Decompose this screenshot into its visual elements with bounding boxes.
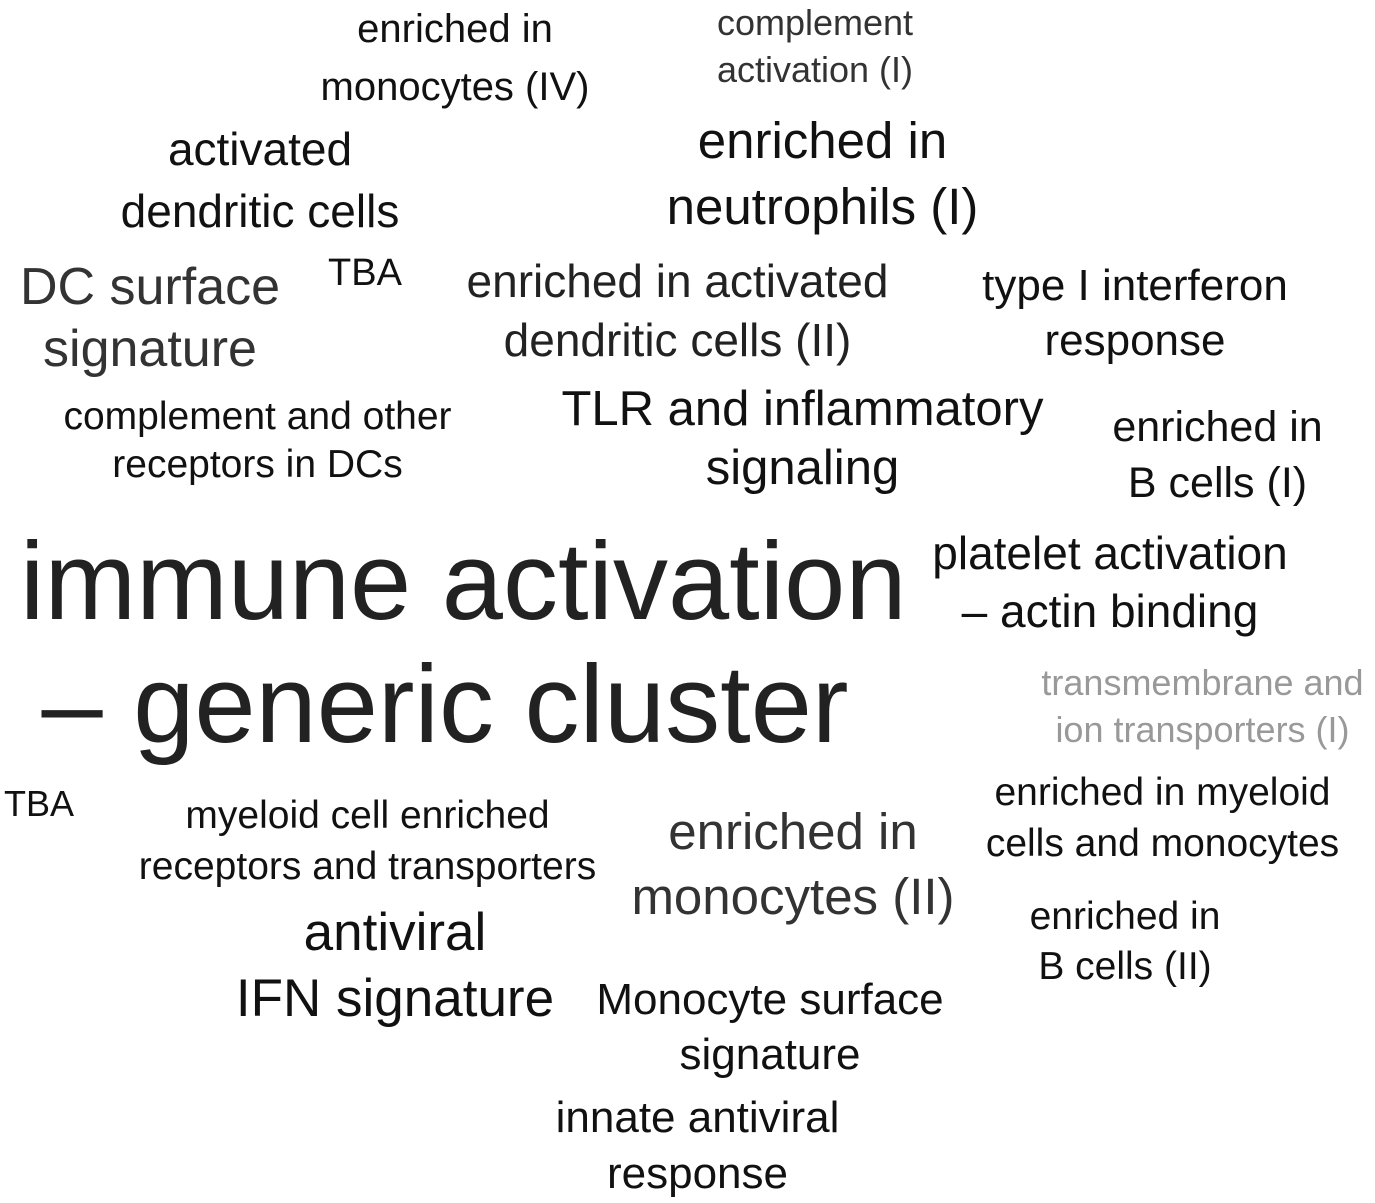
term-myeloid-cell-enriched-receptors-and-transporters: myeloid cell enriched receptors and tran…: [115, 790, 620, 893]
term-line-2: B cells (II): [1038, 944, 1212, 988]
term-line-1: enriched in: [668, 803, 918, 860]
term-complement-and-other-receptors-in-dcs: complement and other receptors in DCs: [45, 393, 470, 488]
term-line-2: monocytes (IV): [320, 65, 590, 109]
term-line-1: DC surface: [19, 258, 281, 316]
term-line-2: receptors in DCs: [112, 442, 403, 486]
term-line-1: TBA: [328, 252, 402, 294]
term-line-2: monocytes (II): [631, 867, 955, 925]
term-line-1: antiviral: [303, 903, 487, 962]
term-tba-top: TBA: [320, 252, 410, 296]
term-line-2: signature: [43, 320, 257, 379]
term-line-1: transmembrane and: [1041, 662, 1364, 703]
term-tlr-and-inflammatory-signaling: TLR and inflammatory signaling: [550, 380, 1055, 498]
term-line-2: receptors and transporters: [138, 845, 597, 889]
term-enriched-in-b-cells-ii: enriched in B cells (II): [1015, 892, 1235, 991]
term-line-1: platelet activation: [932, 527, 1288, 579]
term-line-2: IFN signature: [235, 969, 555, 1029]
term-line-1: immune activation: [20, 520, 907, 643]
term-enriched-in-myeloid-cells-and-monocytes: enriched in myeloid cells and monocytes: [965, 768, 1360, 869]
term-enriched-in-monocytes-ii: enriched in monocytes (II): [618, 800, 968, 930]
term-line-2: dendritic cells (II): [503, 313, 852, 366]
term-line-1: innate antiviral: [555, 1093, 840, 1142]
term-type-i-interferon-response: type I interferon response: [965, 258, 1305, 368]
term-line-1: Monocyte surface: [596, 975, 944, 1024]
term-line-1: complement and other: [63, 395, 452, 438]
term-line-2: B cells (I): [1127, 458, 1308, 507]
term-activated-dendritic-cells: activated dendritic cells: [100, 118, 420, 242]
term-enriched-in-activated-dendritic-cells-ii: enriched in activated dendritic cells (I…: [440, 252, 915, 370]
term-enriched-in-neutrophils-i: enriched in neutrophils (I): [650, 108, 995, 241]
term-enriched-in-monocytes-iv: enriched in monocytes (IV): [300, 0, 610, 116]
term-monocyte-surface-signature: Monocyte surface signature: [585, 972, 955, 1082]
term-line-1: complement: [716, 2, 914, 43]
term-line-1: enriched in: [357, 7, 553, 51]
term-line-1: TLR and inflammatory: [561, 382, 1044, 436]
term-line-1: activated: [167, 123, 353, 175]
term-line-2: – generic cluster: [41, 643, 849, 767]
term-line-2: – actin binding: [961, 584, 1259, 637]
term-line-2: ion transporters (I): [1055, 708, 1350, 750]
term-dc-surface-signature: DC surface signature: [10, 256, 290, 381]
term-line-1: myeloid cell enriched: [185, 794, 550, 837]
term-line-1: enriched in: [1029, 895, 1221, 938]
term-line-1: enriched in myeloid: [994, 771, 1331, 814]
term-innate-antiviral-response: innate antiviral response: [545, 1090, 850, 1203]
term-line-1: enriched in: [1112, 403, 1323, 451]
term-line-1: enriched in: [697, 112, 948, 169]
term-line-2: signature: [679, 1030, 861, 1079]
term-line-2: response: [1044, 316, 1226, 365]
term-line-1: enriched in activated: [466, 255, 889, 307]
term-line-2: activation (I): [716, 48, 914, 90]
term-tba-left: TBA: [0, 783, 78, 824]
term-transmembrane-and-ion-transporters-i: transmembrane and ion transporters (I): [1030, 660, 1375, 754]
term-line-2: cells and monocytes: [985, 821, 1340, 865]
term-line-2: response: [606, 1149, 788, 1199]
term-line-1: type I interferon: [982, 261, 1288, 310]
term-line-2: neutrophils (I): [666, 178, 979, 236]
term-line-2: dendritic cells: [120, 185, 400, 238]
term-complement-activation-i: complement activation (I): [690, 0, 940, 94]
term-enriched-in-b-cells-i: enriched in B cells (I): [1095, 400, 1340, 512]
term-line-2: signaling: [705, 440, 900, 495]
term-platelet-activation-actin-binding: platelet activation – actin binding: [910, 525, 1310, 640]
term-antiviral-ifn-signature: antiviral IFN signature: [225, 900, 565, 1033]
term-line-1: TBA: [3, 783, 74, 824]
term-immune-activation-generic-cluster: immune activation – generic cluster: [20, 520, 907, 767]
